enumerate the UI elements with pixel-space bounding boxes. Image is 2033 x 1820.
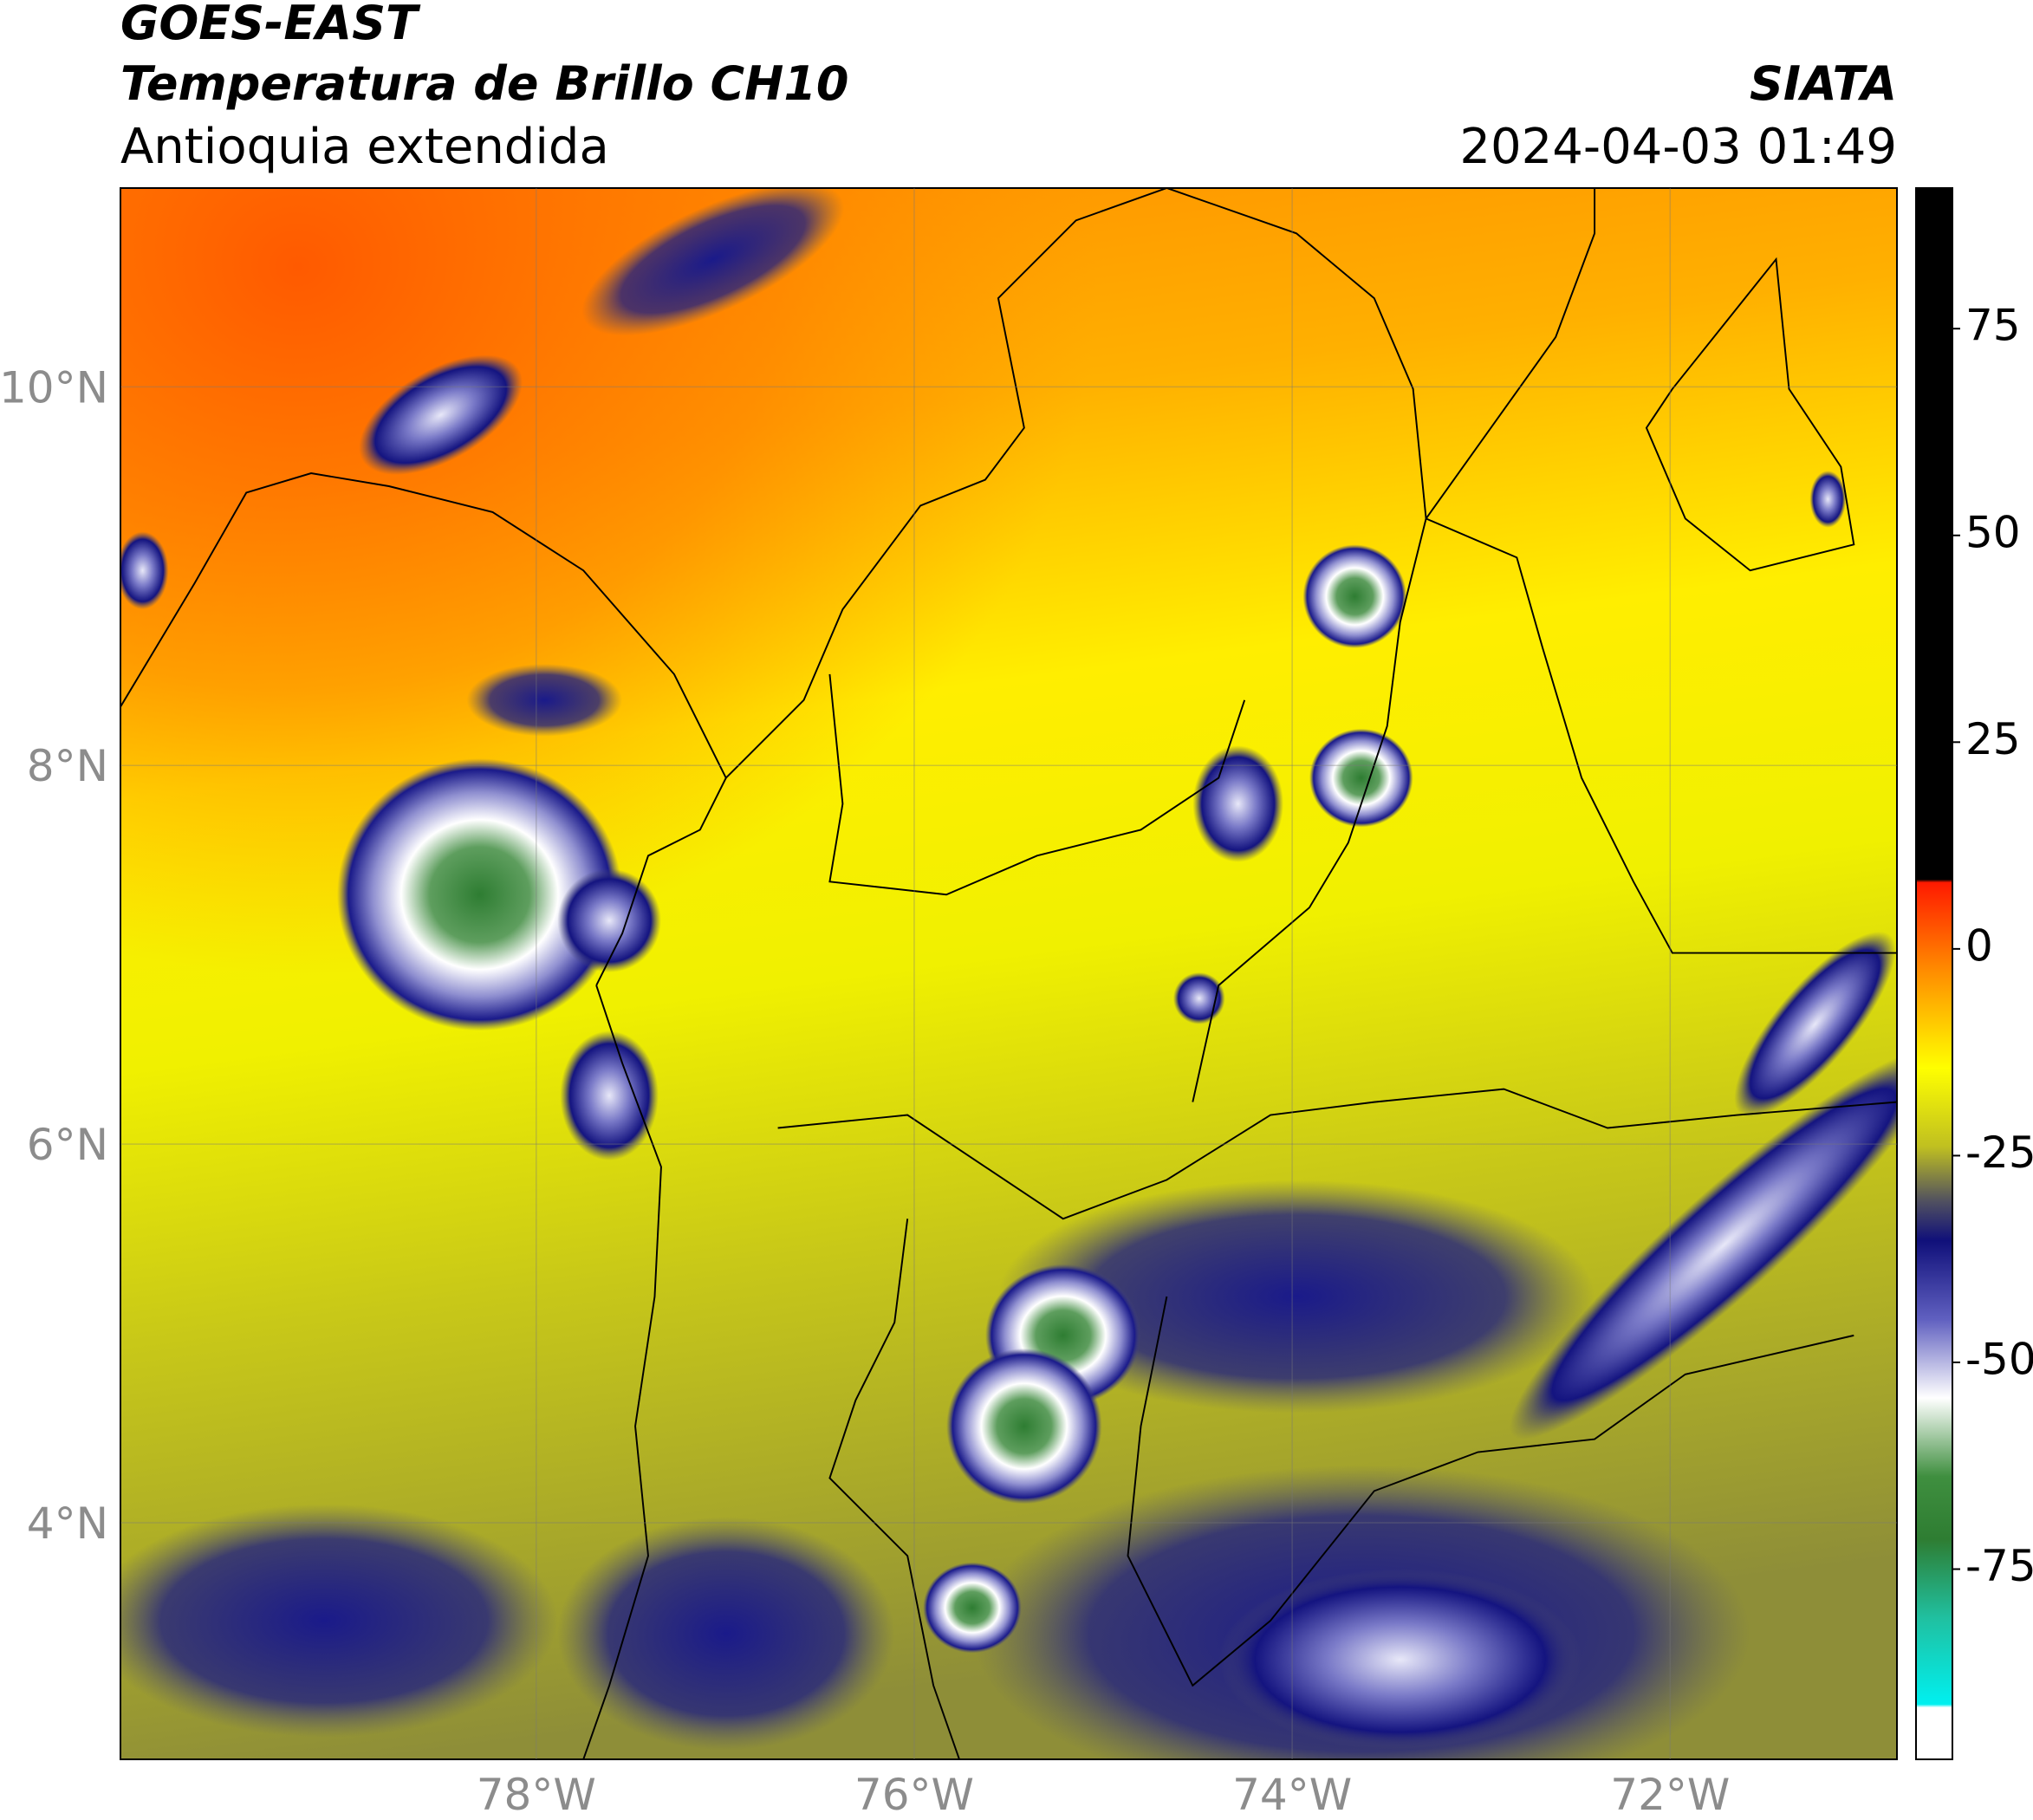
colorbar-ticks: 75 50 25 0 -25 -50 -75 [1952, 301, 2033, 1591]
colorbar-tick-label: 25 [1965, 714, 2021, 764]
colorbar-tick-label: -75 [1965, 1541, 2033, 1591]
lat-tick-label: 10°N [0, 362, 108, 413]
colorbar-tick-label: 0 [1965, 920, 1993, 971]
source: SIATA [1750, 56, 1897, 111]
lat-tick-label: 8°N [27, 741, 108, 791]
lat-tick-label: 6°N [27, 1120, 108, 1170]
datetime: 2024-04-03 01:49 [1459, 119, 1897, 175]
lon-tick-label: 72°W [1610, 1770, 1730, 1820]
map-frame [120, 187, 1898, 1760]
colorbar-tick-label: 50 [1965, 507, 2021, 557]
region: Antioquia extendida [120, 119, 609, 175]
subtitle: Temperatura de Brillo CH10 [120, 56, 849, 111]
colorbar-tick-label: -25 [1965, 1128, 2033, 1178]
lon-tick-label: 74°W [1232, 1770, 1352, 1820]
lon-tick-label: 78°W [477, 1770, 596, 1820]
colorbar [1915, 187, 1953, 1760]
title: GOES-EAST [120, 0, 421, 50]
lat-tick-label: 4°N [27, 1498, 108, 1549]
lon-tick-label: 76°W [854, 1770, 974, 1820]
colorbar-tick-label: 75 [1965, 301, 2021, 351]
satellite-image [120, 188, 1897, 1759]
colorbar-tick-label: -50 [1965, 1334, 2033, 1384]
map-axes: 10°N 8°N 6°N 4°N 78°W 76°W 74°W 72°W [0, 188, 1897, 1820]
